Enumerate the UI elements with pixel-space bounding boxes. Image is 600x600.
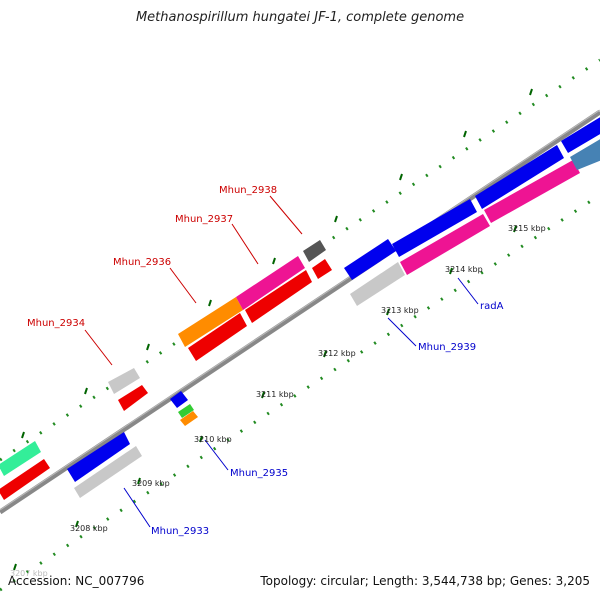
feature-blue-edge[interactable] bbox=[561, 116, 600, 153]
feature-orange-2936[interactable] bbox=[178, 297, 243, 347]
tick-inner-0 bbox=[13, 563, 17, 571]
feature-pink-radA[interactable] bbox=[400, 214, 490, 275]
tick-label-3211: 3211 kbp bbox=[256, 390, 294, 399]
tick-label-3214: 3214 kbp bbox=[445, 265, 483, 274]
feature-darkgray-2938[interactable] bbox=[303, 240, 326, 262]
feature-gray-2939[interactable] bbox=[350, 262, 405, 306]
leader-2936 bbox=[169, 267, 197, 304]
tick-outer-3 bbox=[208, 299, 212, 307]
feature-pink-right[interactable] bbox=[484, 160, 580, 223]
tick-label-3207: 3207 kbp bbox=[10, 569, 48, 578]
tick-outer-7 bbox=[463, 130, 467, 138]
leader-2937 bbox=[231, 223, 259, 265]
feature-teal-left[interactable] bbox=[0, 441, 41, 476]
tick-label-3209: 3209 kbp bbox=[132, 479, 170, 488]
map-title: Methanospirillum hungatei JF-1, complete… bbox=[135, 10, 465, 25]
features bbox=[0, 116, 600, 500]
feature-blue-2933[interactable] bbox=[67, 432, 130, 482]
gene-label-2936[interactable]: Mhun_2936 bbox=[113, 257, 171, 268]
feature-blue-right[interactable] bbox=[475, 145, 564, 209]
leader-2939 bbox=[387, 317, 417, 347]
feature-red-2937b[interactable] bbox=[245, 270, 312, 323]
genome-summary-text: Topology: circular; Length: 3,544,738 bp… bbox=[260, 574, 590, 588]
tick-label-3208: 3208 kbp bbox=[70, 524, 108, 533]
tick-outer-5 bbox=[334, 215, 338, 223]
feature-gray-2934[interactable] bbox=[108, 368, 140, 394]
feature-orange-2935[interactable] bbox=[180, 411, 198, 426]
tick-inner-4 bbox=[261, 391, 265, 399]
tick-label-3212: 3212 kbp bbox=[318, 349, 356, 358]
tick-inner-7 bbox=[449, 267, 453, 275]
feature-gray-2933[interactable] bbox=[74, 446, 142, 498]
gene-label-2937[interactable]: Mhun_2937 bbox=[175, 214, 233, 225]
gene-labels: Mhun_2938 Mhun_2937 Mhun_2936 Mhun_2934 … bbox=[27, 185, 504, 537]
gene-label-2935[interactable]: Mhun_2935 bbox=[230, 468, 288, 479]
feature-steel-edge[interactable] bbox=[570, 138, 600, 170]
gene-label-2938[interactable]: Mhun_2938 bbox=[219, 185, 277, 196]
leader-2933 bbox=[123, 487, 151, 528]
feature-blue-2935[interactable] bbox=[170, 391, 188, 408]
gene-label-radA[interactable]: radA bbox=[480, 301, 504, 312]
tick-outer-4 bbox=[272, 257, 276, 265]
tick-labels: 3207 kbp 3208 kbp 3209 kbp 3210 kbp 3211… bbox=[10, 224, 546, 578]
leader-2938 bbox=[269, 195, 303, 235]
tick-label-3213: 3213 kbp bbox=[381, 306, 419, 315]
gene-label-2933[interactable]: Mhun_2933 bbox=[151, 526, 209, 537]
feature-red-2938b[interactable] bbox=[312, 259, 332, 279]
genome-backbone bbox=[0, 109, 600, 515]
accession-text: Accession: NC_007796 bbox=[8, 574, 145, 588]
tick-outer-2 bbox=[146, 343, 150, 351]
tick-inner-1 bbox=[75, 520, 79, 528]
tick-inner-5 bbox=[323, 350, 327, 358]
tick-inner-3 bbox=[199, 435, 203, 443]
gene-label-2939[interactable]: Mhun_2939 bbox=[418, 342, 476, 353]
gene-label-2934[interactable]: Mhun_2934 bbox=[27, 318, 85, 329]
tick-outer-0 bbox=[21, 431, 25, 439]
feature-red-2934[interactable] bbox=[118, 385, 148, 411]
leader-2934 bbox=[84, 329, 113, 366]
tick-inner-8 bbox=[513, 225, 517, 233]
tick-outer-8 bbox=[529, 88, 533, 96]
feature-pink-2937[interactable] bbox=[236, 256, 305, 310]
feature-red-left[interactable] bbox=[0, 459, 50, 500]
leader-radA bbox=[457, 277, 479, 305]
tick-marks bbox=[13, 88, 533, 571]
tick-inner-6 bbox=[386, 308, 390, 316]
tick-outer-6 bbox=[399, 173, 403, 181]
genome-backbone-highlight bbox=[0, 109, 600, 511]
feature-blue-radA[interactable] bbox=[392, 199, 477, 257]
tick-label-3215: 3215 kbp bbox=[508, 224, 546, 233]
tick-outer-1 bbox=[84, 387, 88, 395]
feature-red-2936b[interactable] bbox=[188, 313, 247, 361]
leader-2935 bbox=[204, 439, 229, 471]
tick-inner-2 bbox=[137, 477, 141, 485]
tick-label-3210: 3210 kbp bbox=[194, 435, 232, 444]
leader-lines bbox=[84, 195, 479, 528]
feature-green-2935[interactable] bbox=[178, 404, 194, 418]
feature-blue-2939[interactable] bbox=[344, 239, 396, 280]
